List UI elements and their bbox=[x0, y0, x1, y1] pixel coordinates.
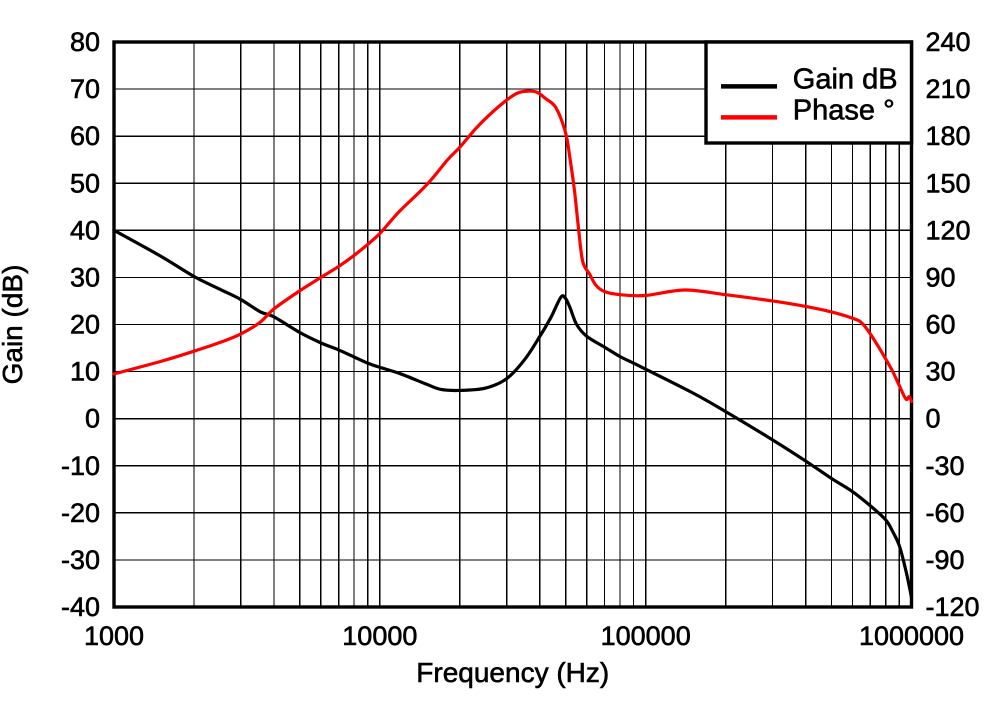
svg-text:-60: -60 bbox=[926, 498, 965, 528]
svg-text:20: 20 bbox=[70, 310, 100, 340]
svg-text:-90: -90 bbox=[926, 545, 965, 575]
svg-text:Gain dB: Gain dB bbox=[793, 63, 898, 95]
svg-text:-40: -40 bbox=[61, 592, 100, 622]
svg-text:-30: -30 bbox=[926, 451, 965, 481]
svg-text:240: 240 bbox=[926, 27, 971, 57]
svg-text:Phase °: Phase ° bbox=[793, 94, 895, 126]
svg-text:40: 40 bbox=[70, 215, 100, 245]
svg-text:50: 50 bbox=[70, 168, 100, 198]
svg-text:100000: 100000 bbox=[601, 621, 691, 651]
svg-text:1000000: 1000000 bbox=[859, 621, 964, 651]
svg-text:Gain (dB): Gain (dB) bbox=[0, 265, 28, 385]
svg-text:150: 150 bbox=[926, 168, 971, 198]
svg-text:0: 0 bbox=[926, 404, 941, 434]
svg-text:10: 10 bbox=[70, 357, 100, 387]
svg-text:80: 80 bbox=[70, 27, 100, 57]
svg-text:0: 0 bbox=[85, 404, 100, 434]
svg-text:90: 90 bbox=[926, 262, 956, 292]
svg-text:210: 210 bbox=[926, 74, 971, 104]
svg-text:-10: -10 bbox=[61, 451, 100, 481]
svg-text:-30: -30 bbox=[61, 545, 100, 575]
svg-text:180: 180 bbox=[926, 121, 971, 151]
svg-text:Frequency (Hz): Frequency (Hz) bbox=[416, 657, 609, 688]
svg-text:120: 120 bbox=[926, 215, 971, 245]
svg-text:60: 60 bbox=[70, 121, 100, 151]
svg-text:-120: -120 bbox=[926, 592, 980, 622]
svg-text:-20: -20 bbox=[61, 498, 100, 528]
svg-text:60: 60 bbox=[926, 310, 956, 340]
svg-text:30: 30 bbox=[926, 357, 956, 387]
svg-text:30: 30 bbox=[70, 262, 100, 292]
svg-text:1000: 1000 bbox=[84, 621, 144, 651]
svg-text:10000: 10000 bbox=[342, 621, 417, 651]
svg-text:70: 70 bbox=[70, 74, 100, 104]
